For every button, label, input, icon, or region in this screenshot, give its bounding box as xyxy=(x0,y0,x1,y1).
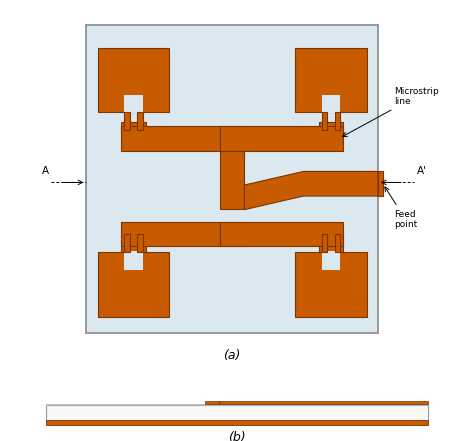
Text: A: A xyxy=(42,166,49,176)
Bar xyxy=(121,234,146,252)
Bar xyxy=(220,151,245,209)
Bar xyxy=(98,48,169,112)
Text: (b): (b) xyxy=(228,431,246,441)
Bar xyxy=(46,404,428,405)
Bar xyxy=(321,251,340,269)
Bar xyxy=(121,126,245,151)
Bar xyxy=(46,420,428,425)
Text: Microstrip
line: Microstrip line xyxy=(342,86,439,137)
Bar xyxy=(295,252,366,317)
Bar xyxy=(121,122,146,132)
Text: (a): (a) xyxy=(223,349,241,362)
Bar xyxy=(124,234,130,252)
Bar xyxy=(124,251,143,269)
Bar xyxy=(121,222,245,246)
Bar xyxy=(124,112,130,130)
Bar xyxy=(46,405,428,421)
Bar xyxy=(137,112,143,130)
Bar xyxy=(219,400,428,404)
Bar xyxy=(321,234,328,252)
Bar xyxy=(98,252,169,317)
Text: A': A' xyxy=(417,166,427,176)
Bar xyxy=(335,112,340,130)
Bar xyxy=(124,95,143,113)
Bar xyxy=(220,222,343,246)
Bar xyxy=(295,48,366,112)
Bar xyxy=(319,122,343,132)
Bar xyxy=(137,234,143,252)
Bar xyxy=(321,95,340,113)
Bar xyxy=(86,25,378,333)
Bar xyxy=(205,400,219,404)
Bar xyxy=(321,112,328,130)
Text: Feed
point: Feed point xyxy=(385,187,417,229)
Bar xyxy=(319,234,343,252)
Bar xyxy=(378,172,383,196)
Polygon shape xyxy=(245,172,378,209)
Bar xyxy=(220,126,343,151)
Bar xyxy=(335,234,340,252)
